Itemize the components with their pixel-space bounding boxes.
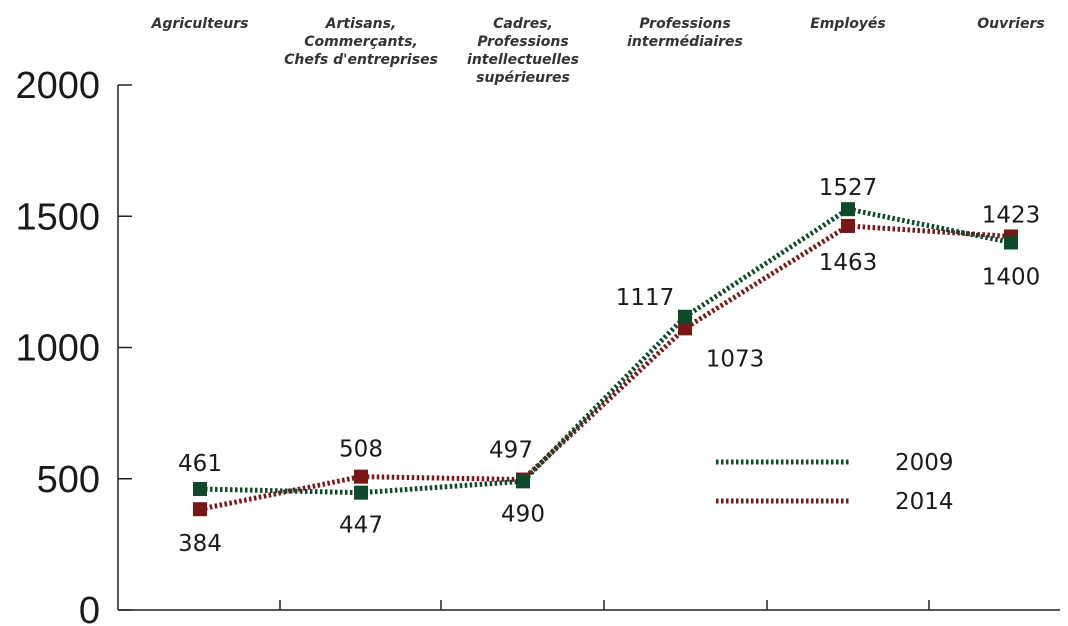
y-tick-label-3: 1500 xyxy=(15,196,100,238)
data-label-2009-3: 1117 xyxy=(616,285,675,311)
category-label-1: Artisans, Commerçants, Chefs d'entreprises xyxy=(284,16,438,68)
series-line-2009 xyxy=(199,206,1012,496)
marker-2014-1 xyxy=(354,469,368,484)
marker-2009-0 xyxy=(193,481,207,496)
series-markers xyxy=(193,202,1018,517)
marker-2009-2 xyxy=(516,474,530,489)
marker-2014-4 xyxy=(841,218,855,233)
category-label-2: Cadres, Professions intellectuelles supérie… xyxy=(467,16,579,86)
marker-2009-3 xyxy=(678,309,692,324)
data-label-2014-3: 1073 xyxy=(706,346,765,372)
data-label-2014-4: 1463 xyxy=(819,250,878,276)
data-label-2009-5: 1400 xyxy=(982,265,1041,291)
data-label-2014-2: 497 xyxy=(489,438,533,464)
category-label-3: Professions intermédiaires xyxy=(627,16,743,50)
y-tick-label-4: 2000 xyxy=(15,65,100,107)
y-tick-labels: 0 500 1000 1500 2000 xyxy=(15,65,100,626)
data-label-2014-5: 1423 xyxy=(982,202,1041,228)
data-label-2009-0: 461 xyxy=(178,451,222,477)
category-label-4: Employés xyxy=(810,16,886,32)
data-label-2009-1: 447 xyxy=(339,513,383,539)
series-lines xyxy=(199,206,1012,512)
marker-2009-4 xyxy=(841,202,855,217)
data-label-2014-0: 384 xyxy=(178,531,222,557)
data-label-2009-2: 490 xyxy=(501,501,545,527)
legend-label-2014: 2014 xyxy=(895,489,954,515)
data-labels: 461 447 490 1117 1527 1400 384 508 497 1073 1463 14… xyxy=(178,175,1040,557)
series-line-2014 xyxy=(199,223,1012,512)
y-tick-label-1: 500 xyxy=(37,459,100,501)
marker-2009-1 xyxy=(354,485,368,500)
marker-2014-3 xyxy=(678,321,692,336)
marker-2009-5 xyxy=(1004,235,1018,250)
data-label-2014-1: 508 xyxy=(339,437,383,463)
y-tick-label-0: 0 xyxy=(79,590,100,626)
axes xyxy=(117,84,1060,611)
y-tick-label-2: 1000 xyxy=(15,328,100,370)
legend: 2009 2014 xyxy=(716,450,954,515)
marker-2014-0 xyxy=(193,502,207,517)
data-label-2009-4: 1527 xyxy=(819,175,878,201)
category-label-0: Agriculteurs xyxy=(150,16,248,32)
category-labels: Agriculteurs Artisans, Commerçants, Chefs d… xyxy=(150,16,1044,86)
legend-label-2009: 2009 xyxy=(895,450,954,476)
category-label-5: Ouvriers xyxy=(977,16,1044,32)
